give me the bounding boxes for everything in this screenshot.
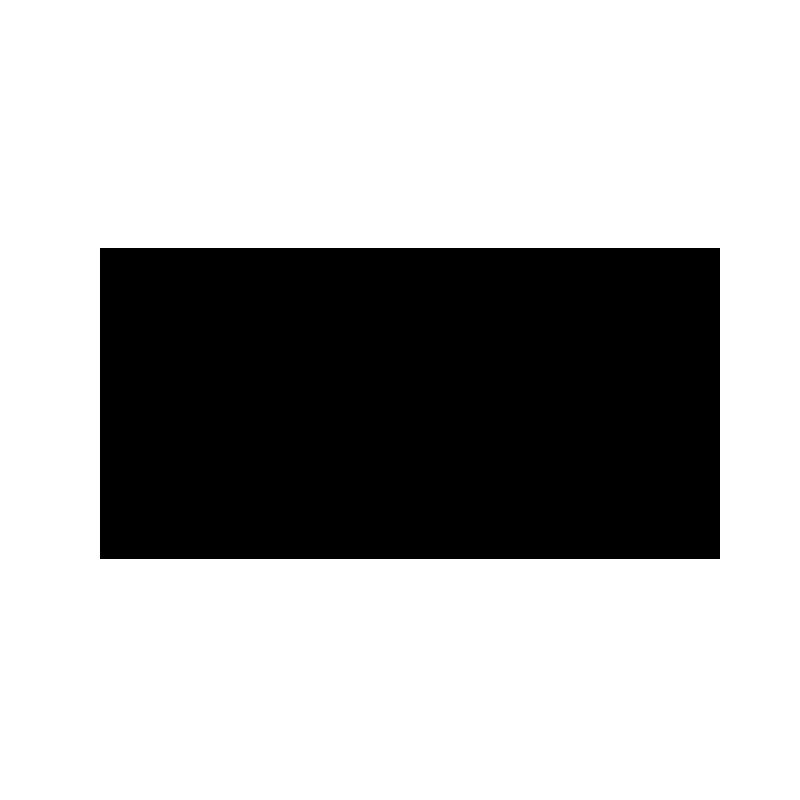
- word-cloud: [100, 248, 720, 559]
- word-cloud-canvas: [100, 248, 720, 559]
